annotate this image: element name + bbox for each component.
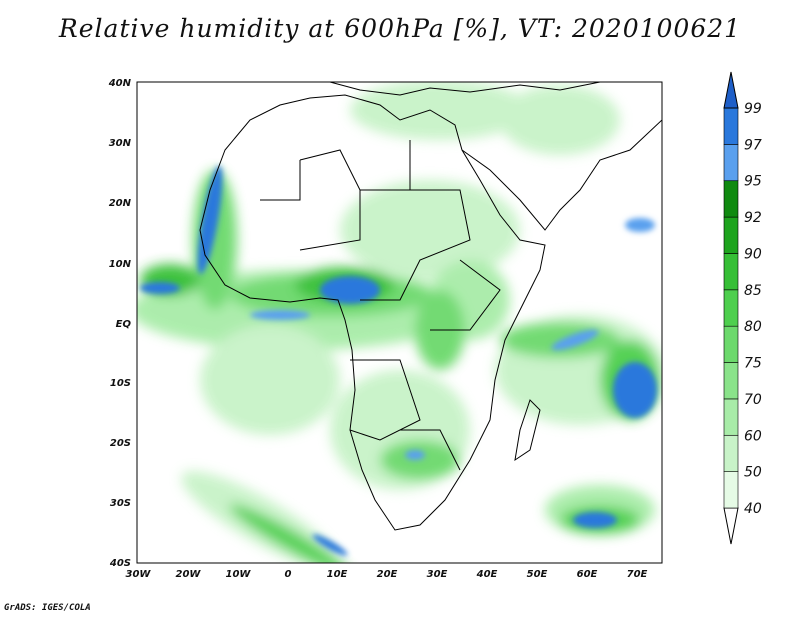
colorbar-label: 95 (744, 174, 762, 190)
lon-tick-label: 10E (327, 569, 348, 580)
colorbar-label: 40 (744, 501, 762, 517)
lat-tick-label: 30S (110, 498, 131, 509)
colorbar-band (723, 107, 739, 145)
colorbar-label: 85 (744, 283, 762, 299)
colorbar-label: 60 (744, 428, 762, 444)
credit-label: GrADS: IGES/COLA (4, 603, 91, 613)
colorbar-band (723, 253, 739, 291)
colorbar-upper-triangle (723, 71, 739, 109)
colorbar-label: 75 (744, 356, 762, 372)
lat-tick-label: EQ (116, 319, 132, 330)
lat-tick-label: 40N (108, 78, 132, 89)
colorbar-band (723, 398, 739, 436)
humidity-field (137, 82, 662, 563)
lon-tick-label: 40E (476, 569, 498, 580)
map-frame (136, 81, 663, 564)
coastlines (199, 82, 662, 531)
colorbar: 40 50 60 70 75 80 85 90 92 95 97 99 (723, 71, 762, 545)
lon-tick-label: 0 (285, 569, 292, 580)
lon-tick-label: 20E (377, 569, 398, 580)
lat-tick-label: 20N (109, 198, 132, 209)
colorbar-label: 92 (744, 210, 762, 226)
lat-tick-label: 10S (110, 378, 131, 389)
colorbar-label: 50 (744, 465, 762, 481)
colorbar-label: 70 (744, 392, 762, 408)
lon-tick-label: 30W (126, 569, 152, 580)
lat-tick-label: 10N (109, 259, 132, 270)
lat-axis: 40N 30N 20N 10N EQ 10S 20S 30S 40S (108, 78, 132, 569)
colorbar-band (723, 362, 739, 400)
lon-tick-label: 20W (176, 569, 202, 580)
colorbar-label: 80 (744, 319, 762, 335)
colorbar-label: 90 (744, 246, 762, 262)
colorbar-band (723, 144, 739, 182)
colorbar-band (723, 434, 739, 472)
lat-tick-label: 40S (109, 558, 131, 569)
lon-tick-label: 70E (627, 569, 648, 580)
colorbar-band (723, 325, 739, 363)
colorbar-band (723, 289, 739, 327)
colorbar-band (723, 471, 739, 509)
lon-tick-label: 60E (577, 569, 598, 580)
lat-tick-label: 30N (109, 138, 132, 149)
colorbar-lower-triangle (723, 507, 739, 545)
colorbar-band (723, 180, 739, 218)
colorbar-label: 99 (744, 101, 762, 117)
lon-tick-label: 50E (527, 569, 548, 580)
lon-tick-label: 30E (427, 569, 448, 580)
lon-tick-label: 10W (226, 569, 252, 580)
lat-tick-label: 20S (110, 438, 131, 449)
chart-title: Relative humidity at 600hPa [%], VT: 202… (58, 14, 742, 43)
colorbar-band (723, 216, 739, 254)
colorbar-label: 97 (744, 137, 762, 153)
lon-axis: 30W 20W 10W 0 10E 20E 30E 40E 50E 60E 70… (126, 569, 648, 580)
